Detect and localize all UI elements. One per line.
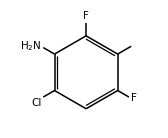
Text: Cl: Cl [31,98,41,108]
Text: F: F [83,11,89,21]
Text: F: F [131,93,137,103]
Text: $\mathregular{H_2N}$: $\mathregular{H_2N}$ [20,40,41,54]
